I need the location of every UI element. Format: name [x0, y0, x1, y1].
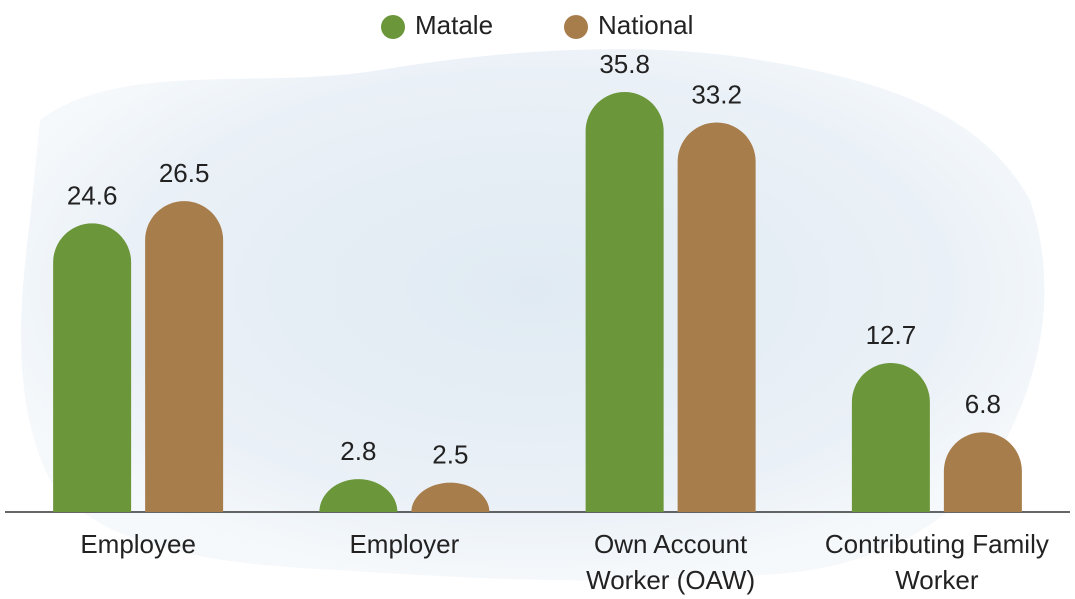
value-label: 12.7	[866, 320, 917, 350]
legend-swatch	[381, 15, 405, 39]
bar	[319, 479, 398, 512]
legend-label: Matale	[415, 10, 493, 40]
legend-label: National	[598, 10, 693, 40]
x-tick-label: Employer	[349, 529, 460, 559]
value-label: 33.2	[691, 79, 742, 109]
x-tick-label: Contributing Family Worker	[824, 529, 1049, 595]
bar	[585, 92, 664, 512]
bar	[411, 482, 490, 512]
legend-swatch	[564, 15, 588, 39]
value-label: 24.6	[67, 180, 118, 210]
value-label: 2.8	[340, 436, 376, 466]
x-tick-label: Own Account Worker (OAW)	[586, 529, 756, 595]
background-wash	[21, 49, 1045, 581]
value-label: 35.8	[599, 49, 650, 79]
bar	[943, 432, 1022, 512]
value-label: 26.5	[159, 158, 210, 188]
bar	[53, 223, 132, 512]
bar	[851, 363, 930, 512]
value-label: 6.8	[965, 389, 1001, 419]
x-tick-label: Employee	[80, 529, 196, 559]
value-label: 2.5	[432, 440, 468, 470]
bar	[677, 122, 756, 513]
bar	[145, 201, 224, 512]
